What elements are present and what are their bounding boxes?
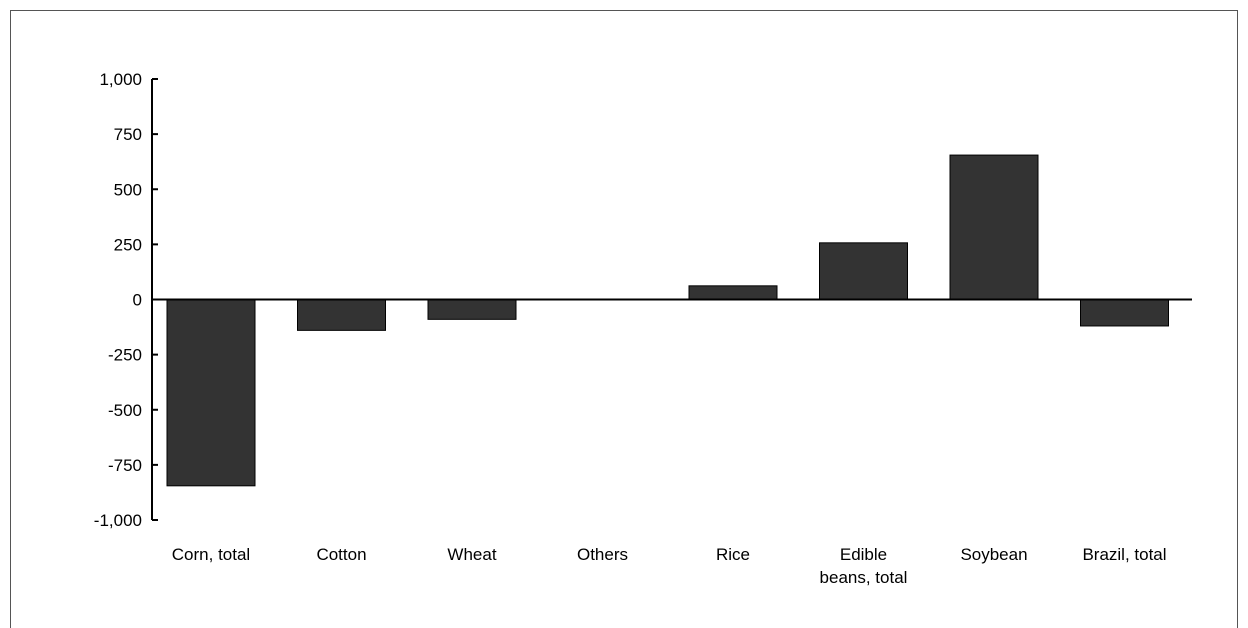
y-axis-ticks: 1,000 750 500 250 0 -250 -500 -750 -1,000 [94, 70, 158, 530]
y-tick-label: -500 [108, 401, 142, 420]
bars [166, 154, 1169, 487]
bar [949, 154, 1039, 300]
bar [166, 299, 256, 487]
category-label-line: Soybean [960, 545, 1027, 564]
category-label-line: Brazil, total [1082, 545, 1166, 564]
y-tick-label: -750 [108, 456, 142, 475]
axes [151, 79, 1192, 520]
y-tick-label: 0 [133, 291, 142, 310]
y-tick-label: -1,000 [94, 511, 142, 530]
category-label: Cotton [316, 545, 366, 564]
bar [297, 299, 386, 331]
y-tick-label: -250 [108, 346, 142, 365]
category-label: Corn, total [172, 545, 250, 564]
category-label-line: Corn, total [172, 545, 250, 564]
category-label-line: Others [577, 545, 628, 564]
bar [427, 299, 517, 320]
category-label: Edible beans, total [820, 545, 908, 587]
category-label-line: Cotton [316, 545, 366, 564]
y-tick-label: 250 [114, 235, 142, 254]
category-label: Others [577, 545, 628, 564]
bar [688, 285, 778, 301]
category-labels: Corn, total Cotton Wheat Others Rice Edible be… [172, 545, 1167, 587]
category-label: Brazil, total [1082, 545, 1166, 564]
category-label-line: beans, total [820, 568, 908, 587]
y-tick-label: 750 [114, 125, 142, 144]
y-tick-label: 500 [114, 180, 142, 199]
category-label-line: Rice [716, 545, 750, 564]
category-label: Soybean [960, 545, 1027, 564]
category-label-line: Wheat [447, 545, 496, 564]
bar [819, 242, 908, 300]
category-label-line: Edible [840, 545, 887, 564]
chart-frame [10, 10, 1238, 628]
bar [1080, 299, 1169, 327]
y-tick-label: 1,000 [99, 70, 142, 89]
category-label: Rice [716, 545, 750, 564]
category-label: Wheat [447, 545, 496, 564]
